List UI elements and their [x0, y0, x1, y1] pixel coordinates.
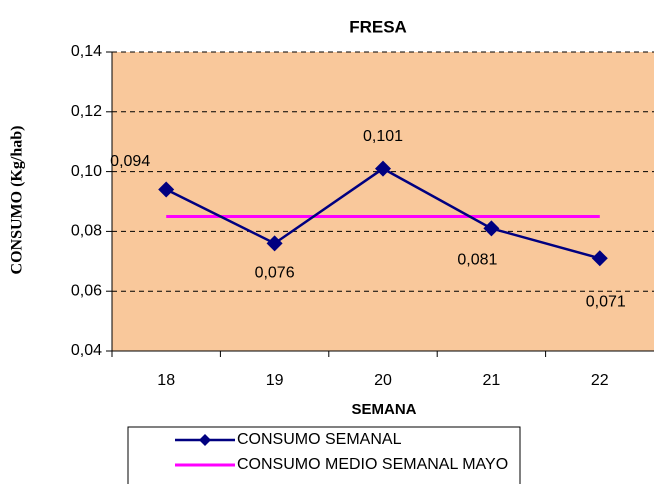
data-label: 0,071: [586, 294, 626, 311]
marker: [266, 235, 283, 252]
y-tick-label: 0,12: [71, 103, 102, 120]
data-label: 0,101: [363, 128, 403, 145]
y-tick-label: 0,14: [71, 43, 102, 60]
y-tick-label: 0,04: [71, 342, 102, 359]
y-tick-label: 0,08: [71, 223, 102, 240]
legend-box: [127, 426, 521, 484]
data-label: 0,094: [110, 153, 150, 170]
x-tick-label: 21: [483, 372, 501, 389]
x-tick-label: 20: [374, 372, 392, 389]
data-label: 0,081: [457, 252, 497, 269]
marker: [158, 181, 175, 198]
legend-label: CONSUMO MEDIO SEMANAL MAYO: [237, 456, 508, 473]
y-tick-label: 0,06: [71, 282, 102, 299]
plot-area: [112, 52, 654, 351]
y-axis-label: CONSUMO (Kg/hab): [9, 126, 26, 275]
legend-marker: [199, 434, 211, 446]
chart-title: FRESA: [349, 17, 407, 36]
x-axis-label: SEMANA: [351, 401, 416, 418]
x-tick-label: 19: [266, 372, 284, 389]
y-tick-label: 0,10: [71, 163, 102, 180]
legend-label: CONSUMO SEMANAL: [237, 431, 402, 448]
data-label: 0,076: [255, 265, 295, 282]
marker: [591, 250, 608, 267]
marker: [375, 160, 391, 177]
marker: [483, 220, 500, 237]
x-tick-label: 22: [591, 372, 609, 389]
x-tick-label: 18: [157, 372, 175, 389]
